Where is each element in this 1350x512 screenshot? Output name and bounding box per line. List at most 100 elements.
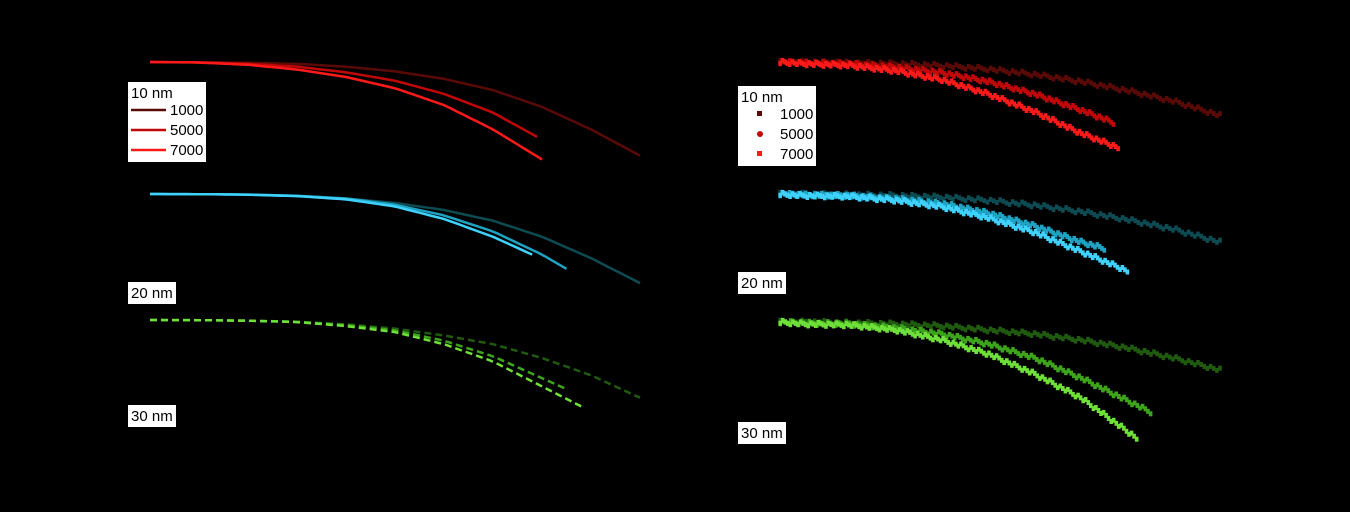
data-point xyxy=(1085,376,1089,382)
data-point xyxy=(1033,370,1037,376)
data-point xyxy=(966,75,971,81)
data-point xyxy=(941,325,946,331)
data-point xyxy=(1167,97,1172,103)
data-point xyxy=(1032,70,1037,76)
data-point xyxy=(1114,420,1119,426)
data-point xyxy=(974,337,978,342)
data-point xyxy=(1093,253,1097,259)
data-point xyxy=(945,334,949,340)
data-point xyxy=(958,203,963,209)
data-point xyxy=(1111,417,1116,423)
data-point xyxy=(798,191,802,197)
data-point xyxy=(1080,375,1084,381)
data-point xyxy=(959,74,963,80)
data-point xyxy=(1080,79,1084,85)
data-point xyxy=(949,72,954,77)
data-point xyxy=(1066,386,1070,392)
data-point xyxy=(926,62,930,68)
data-point xyxy=(1125,269,1130,275)
data-point xyxy=(1132,433,1136,439)
data-point xyxy=(852,321,856,327)
data-point xyxy=(857,196,862,202)
data-point xyxy=(926,69,930,75)
data-point xyxy=(989,214,993,220)
data-point xyxy=(1053,118,1058,124)
data-point xyxy=(1101,409,1106,415)
data-point xyxy=(1115,264,1120,270)
data-point xyxy=(964,208,968,214)
data-point xyxy=(1048,205,1053,211)
data-point xyxy=(918,68,923,74)
data-point xyxy=(1045,73,1049,79)
data-point xyxy=(926,322,930,328)
data-point xyxy=(988,196,993,202)
data-point xyxy=(818,192,822,198)
data-point xyxy=(985,329,990,335)
data-point xyxy=(810,193,815,199)
data-point xyxy=(916,323,921,329)
data-point xyxy=(945,72,949,78)
data-point xyxy=(917,202,921,208)
data-point xyxy=(960,336,965,342)
data-point xyxy=(1059,101,1063,107)
data-point xyxy=(892,328,897,333)
data-point xyxy=(1091,406,1096,412)
data-point xyxy=(944,62,949,68)
data-point xyxy=(792,60,797,66)
data-point xyxy=(1029,73,1034,79)
data-point xyxy=(1193,106,1197,112)
data-point xyxy=(1123,345,1128,351)
data-point xyxy=(994,353,999,359)
data-point xyxy=(1100,259,1105,265)
data-point xyxy=(875,198,879,204)
data-point xyxy=(1098,257,1102,263)
data-point xyxy=(992,355,996,361)
data-point xyxy=(1058,75,1062,81)
data-point xyxy=(944,193,949,199)
data-point xyxy=(1004,222,1008,228)
data-point xyxy=(1052,99,1056,105)
data-point xyxy=(1013,349,1018,355)
data-point xyxy=(1073,105,1078,110)
data-point xyxy=(942,200,947,206)
data-point xyxy=(1061,367,1065,373)
data-point xyxy=(920,74,925,80)
data-point xyxy=(1026,221,1030,227)
data-point xyxy=(1026,71,1031,77)
data-point xyxy=(857,324,861,330)
data-point xyxy=(1146,408,1150,414)
data-point xyxy=(954,322,958,328)
data-point xyxy=(1196,360,1200,365)
data-point xyxy=(1085,131,1089,137)
data-point xyxy=(1049,228,1053,234)
data-point xyxy=(1102,213,1106,218)
data-point xyxy=(1205,237,1210,243)
data-point xyxy=(812,62,816,68)
data-point xyxy=(1211,111,1216,116)
data-point xyxy=(958,334,962,340)
data-point xyxy=(1035,357,1039,362)
data-point xyxy=(928,70,932,76)
data-point xyxy=(877,195,882,201)
data-point xyxy=(1073,394,1078,400)
data-point xyxy=(1158,353,1163,359)
data-point xyxy=(1049,97,1054,103)
label-background xyxy=(738,422,786,444)
data-point xyxy=(1070,126,1075,132)
data-point xyxy=(1037,359,1042,365)
data-point xyxy=(993,212,998,218)
data-point xyxy=(932,203,936,209)
data-point xyxy=(1085,111,1090,117)
data-point xyxy=(968,337,973,343)
data-point xyxy=(847,195,852,201)
data-point xyxy=(1140,403,1145,409)
data-point xyxy=(951,65,955,71)
data-point xyxy=(1023,88,1028,94)
data-point xyxy=(983,78,987,84)
data-point xyxy=(894,322,899,328)
data-point xyxy=(1080,337,1084,343)
data-point xyxy=(824,323,828,329)
data-point xyxy=(1103,385,1108,391)
data-point xyxy=(837,59,842,65)
